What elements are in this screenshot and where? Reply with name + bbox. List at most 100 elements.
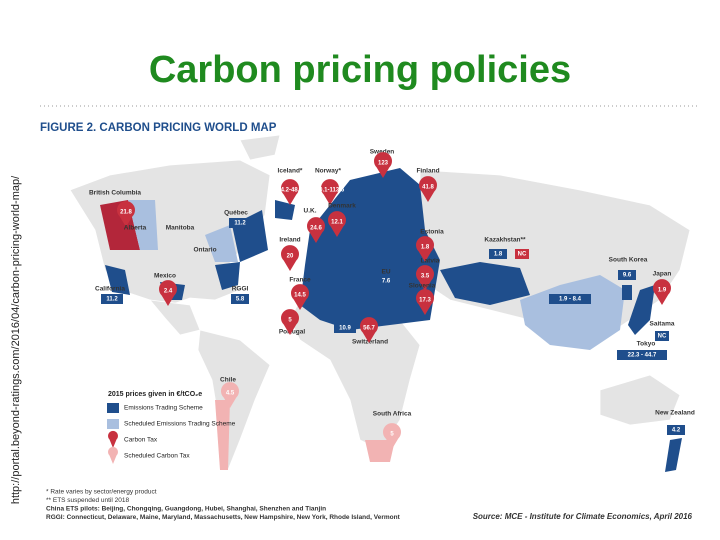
region-korea (622, 285, 632, 300)
price-box (618, 270, 636, 280)
price-label: 34.2-48.6 (277, 188, 303, 194)
price-label: 24.6 (310, 226, 322, 232)
price-pin (281, 309, 299, 335)
price-label: 20 (287, 254, 294, 260)
price-pin (221, 382, 239, 408)
price-label: 41.8 (422, 185, 434, 191)
region-south-africa (365, 440, 395, 462)
place-name: Manitoba (166, 225, 195, 232)
price-pin (108, 430, 118, 448)
price-label: 22.3 - 44.7 (628, 353, 657, 359)
place-name: Québec (224, 210, 248, 217)
place-name: Denmark (328, 203, 356, 210)
region-ontario (205, 225, 238, 262)
place-name: Mexico (154, 273, 176, 280)
place-name: Iceland* (278, 168, 303, 175)
price-pin (653, 279, 672, 305)
price-pin (360, 317, 378, 343)
place-name: U.K. (304, 208, 317, 215)
figure-source: Source: MCE - Institute for Climate Econ… (473, 512, 693, 521)
legend-label: Scheduled Emissions Trading Scheme (124, 421, 236, 428)
place-name: Japan (653, 271, 672, 278)
price-label: 4.2 (672, 428, 681, 434)
price-label: 1.8 (421, 245, 430, 251)
region-rggi (215, 262, 240, 290)
place-name: Norway* (315, 168, 341, 175)
place-name: Chile (220, 377, 236, 384)
legend: 2015 prices given in €/tCO₂e Emissions Tr… (107, 391, 236, 464)
region-new-zealand (665, 438, 682, 472)
note: ** ETS suspended until 2018 (46, 497, 129, 504)
place-name: Alberta (124, 225, 147, 232)
place-name: New Zealand (655, 410, 695, 417)
place-name: Slovenia (409, 283, 436, 290)
place-name: South Korea (609, 257, 648, 264)
price-pin (374, 152, 393, 178)
legend-label: Carbon Tax (124, 437, 158, 444)
region-alberta (128, 200, 158, 250)
place-name: Switzerland (352, 339, 388, 346)
place-name: Estonia (420, 229, 444, 236)
slide-title: Carbon pricing policies (149, 49, 571, 91)
place-name: Ireland (279, 237, 300, 244)
price-label: 1.8 (494, 252, 503, 258)
price-label: 21.8 (120, 210, 132, 216)
legend-swatch (107, 419, 119, 429)
place-name: Finland (416, 168, 439, 175)
price-box (655, 331, 669, 341)
price-pin (307, 217, 325, 243)
price-label: 4.5 (226, 391, 235, 397)
price-label: 123 (378, 161, 389, 167)
price-label: 7.6 (382, 279, 391, 285)
price-pin (419, 176, 437, 202)
price-box (101, 294, 123, 304)
legend-label: Emissions Trading Scheme (124, 405, 203, 412)
price-label: 5 (288, 318, 292, 324)
note: China ETS pilots: Beijing, Chongqing, Gu… (46, 506, 326, 513)
price-label: 9.6 (623, 273, 632, 279)
place-name: British Columbia (89, 190, 141, 197)
price-label: 56.7 (363, 326, 375, 332)
place-name: Portugal (279, 329, 306, 336)
price-box (667, 425, 685, 435)
price-pin (280, 179, 299, 205)
price-pin (416, 289, 434, 315)
place-name: Latvia (421, 258, 440, 265)
place-name: EU (381, 269, 390, 276)
source-url: http://portal.beyond-ratings.com/2016/04… (10, 175, 22, 504)
region-japan (628, 285, 655, 335)
price-box (229, 218, 251, 228)
price-box (231, 294, 249, 304)
note: RGGI: Connecticut, Delaware, Maine, Mary… (46, 514, 401, 521)
place-name: RGGI (232, 286, 249, 293)
legend-title: 2015 prices given in €/tCO₂e (108, 391, 202, 398)
price-pin (280, 245, 299, 271)
place-name: Tokyo (637, 341, 656, 348)
price-box (617, 350, 667, 360)
price-label: 11.2 (106, 297, 118, 303)
price-label: 14.5 (294, 293, 306, 299)
price-label: 5.8 (236, 297, 245, 303)
price-box (489, 249, 507, 259)
region-europe (300, 168, 440, 330)
legend-label: Scheduled Carbon Tax (124, 453, 190, 460)
region-california (105, 265, 130, 295)
price-pin (415, 236, 434, 262)
price-pin (415, 265, 434, 291)
figure-title: FIGURE 2. CARBON PRICING WORLD MAP (40, 122, 277, 134)
price-pin (117, 201, 135, 227)
place-name: Kazakhstan** (484, 237, 526, 244)
legend-swatch (107, 403, 119, 413)
price-label: 12.1 (331, 220, 343, 226)
place-name: Ontario (193, 247, 216, 254)
place-name: France (289, 277, 311, 284)
notes: * Rate varies by sector/energy product**… (46, 489, 401, 522)
region-china (520, 275, 625, 350)
region-chile (215, 400, 230, 470)
price-label: 17.3 (419, 298, 431, 304)
price-label: 2.4 (164, 289, 173, 295)
price-box (377, 276, 395, 286)
note: * Rate varies by sector/energy product (46, 489, 157, 496)
price-label: 1.9 - 8.4 (559, 297, 582, 303)
